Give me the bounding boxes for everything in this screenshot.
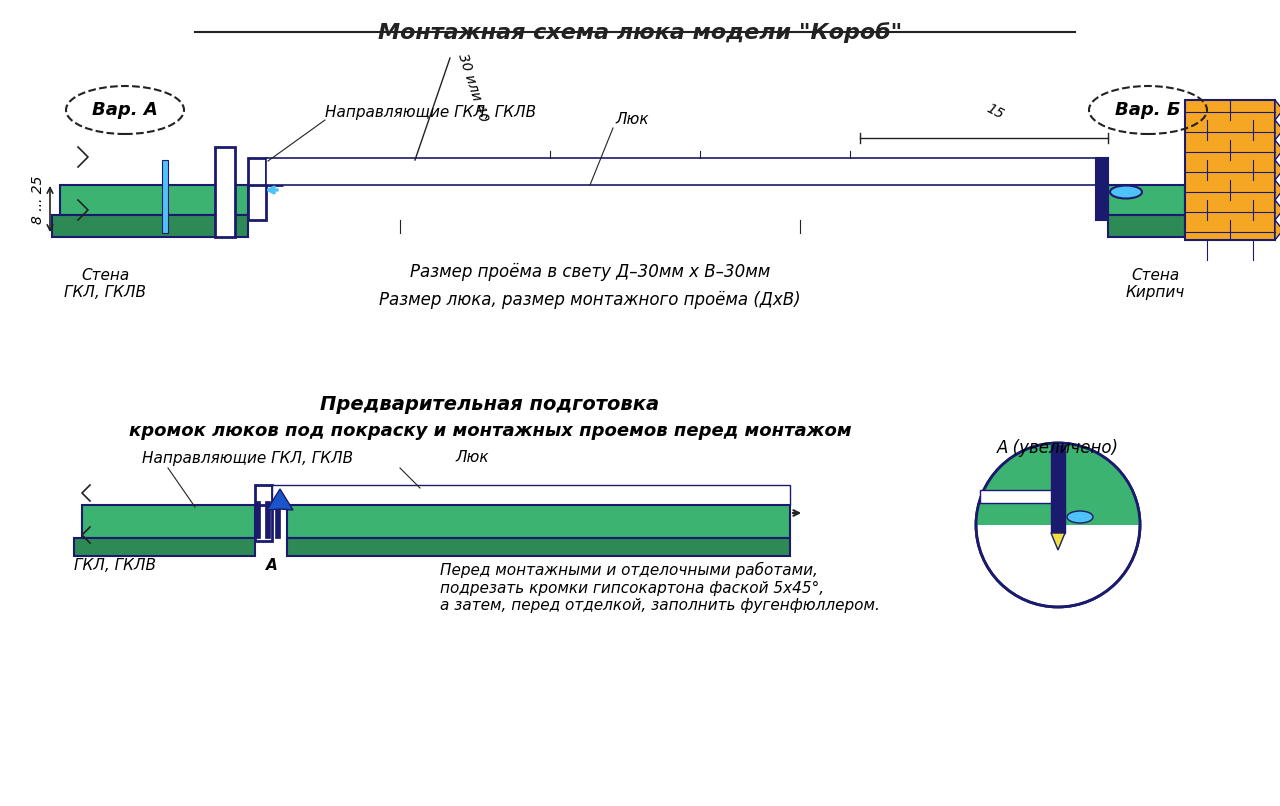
Polygon shape bbox=[52, 215, 248, 237]
Text: кромок люков под покраску и монтажных проемов перед монтажом: кромок люков под покраску и монтажных пр… bbox=[129, 422, 851, 440]
Polygon shape bbox=[255, 501, 260, 538]
Text: Направляющие ГКЛ, ГКЛВ: Направляющие ГКЛ, ГКЛВ bbox=[325, 105, 536, 119]
Polygon shape bbox=[1096, 158, 1108, 220]
Ellipse shape bbox=[1110, 185, 1142, 198]
Polygon shape bbox=[215, 147, 236, 237]
Polygon shape bbox=[1275, 100, 1280, 240]
Polygon shape bbox=[248, 158, 266, 220]
Polygon shape bbox=[287, 505, 790, 538]
Text: Люк: Люк bbox=[454, 451, 489, 466]
Text: Направляющие ГКЛ, ГКЛВ: Направляющие ГКЛ, ГКЛВ bbox=[142, 451, 353, 466]
Text: 30 или 40: 30 или 40 bbox=[454, 52, 490, 124]
Text: Размер люка, размер монтажного проёма (ДхВ): Размер люка, размер монтажного проёма (Д… bbox=[379, 291, 801, 309]
Text: Размер проёма в свету Д–30мм х В–30мм: Размер проёма в свету Д–30мм х В–30мм bbox=[410, 263, 771, 281]
Polygon shape bbox=[82, 505, 255, 538]
Text: А: А bbox=[266, 558, 278, 573]
Polygon shape bbox=[1108, 215, 1185, 237]
Text: Перед монтажными и отделочными работами,
подрезать кромки гипсокартона фаской 5х: Перед монтажными и отделочными работами,… bbox=[440, 562, 879, 613]
Polygon shape bbox=[266, 158, 1108, 185]
Circle shape bbox=[977, 443, 1140, 607]
Polygon shape bbox=[1108, 185, 1185, 215]
Ellipse shape bbox=[1068, 511, 1093, 523]
Text: Предварительная подготовка: Предварительная подготовка bbox=[320, 395, 659, 414]
Text: Монтажная схема люка модели "Короб": Монтажная схема люка модели "Короб" bbox=[378, 22, 902, 43]
Polygon shape bbox=[1051, 533, 1065, 550]
Polygon shape bbox=[60, 185, 248, 215]
Polygon shape bbox=[273, 485, 790, 505]
Polygon shape bbox=[275, 501, 280, 538]
Text: 15: 15 bbox=[984, 102, 1006, 122]
Text: ГКЛ, ГКЛВ: ГКЛ, ГКЛВ bbox=[74, 558, 156, 573]
Polygon shape bbox=[74, 538, 255, 556]
Polygon shape bbox=[1051, 445, 1065, 533]
Polygon shape bbox=[980, 490, 1051, 503]
Text: 8 ... 25: 8 ... 25 bbox=[31, 176, 45, 224]
Polygon shape bbox=[287, 538, 790, 556]
Text: Вар. Б: Вар. Б bbox=[1115, 101, 1181, 119]
Text: Стена
ГКЛ, ГКЛВ: Стена ГКЛ, ГКЛВ bbox=[64, 268, 146, 301]
Text: А (увеличено): А (увеличено) bbox=[997, 439, 1119, 457]
Polygon shape bbox=[255, 485, 273, 541]
Polygon shape bbox=[265, 501, 270, 538]
Text: Стена
Кирпич: Стена Кирпич bbox=[1125, 268, 1184, 301]
Polygon shape bbox=[268, 489, 293, 510]
Text: Вар. А: Вар. А bbox=[92, 101, 157, 119]
Polygon shape bbox=[1185, 100, 1275, 240]
Polygon shape bbox=[977, 443, 1140, 525]
Text: Люк: Люк bbox=[614, 113, 649, 127]
Polygon shape bbox=[163, 160, 168, 233]
